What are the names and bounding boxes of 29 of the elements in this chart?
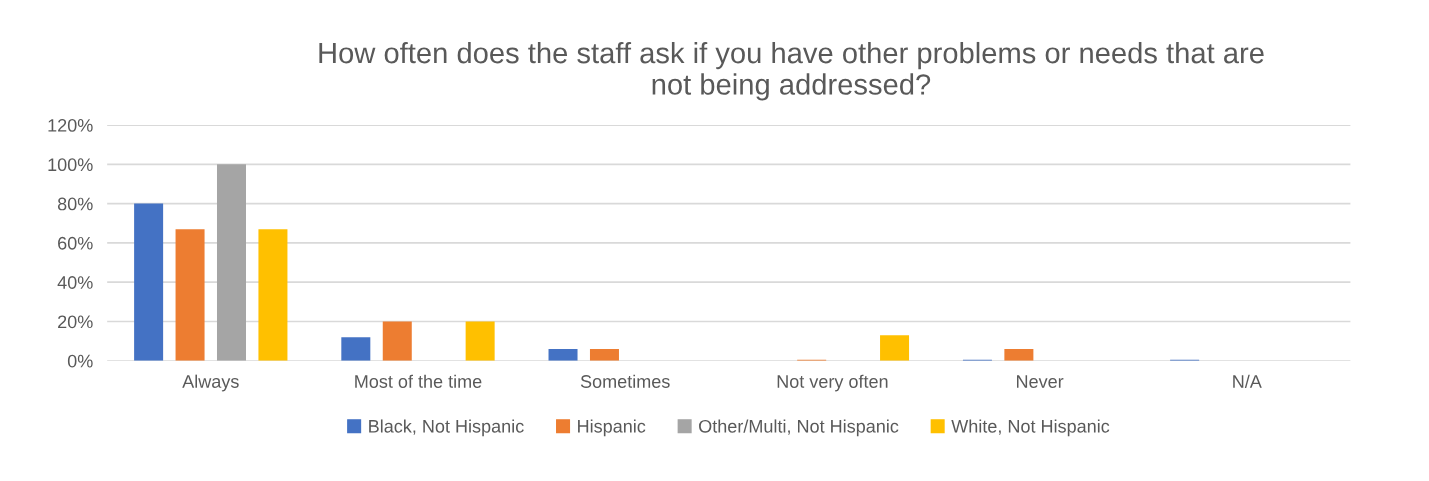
y-tick-label: 80%	[57, 197, 93, 211]
bar	[548, 348, 578, 361]
x-tick-label: N/A	[1233, 374, 1262, 388]
x-tick-label: Not very often	[777, 374, 888, 392]
bar	[1004, 348, 1034, 361]
y-tick-label: 20%	[58, 315, 93, 329]
chart-title: How often does the staff ask if you have other problems or needs that are not being addressed?	[319, 41, 1264, 101]
y-tick-label: 60%	[58, 236, 93, 250]
x-tick-label: Never	[1017, 375, 1064, 388]
bar	[134, 203, 164, 361]
y-tick-label: 0%	[67, 354, 93, 368]
legend-label: Hispanic	[578, 419, 646, 437]
bar	[341, 337, 371, 361]
legend-label: White, Not Hispanic	[951, 419, 1110, 437]
bar	[258, 229, 288, 361]
legend-label: Black, Not Hispanic	[369, 419, 524, 437]
bar	[880, 335, 910, 361]
x-tick-label: Always	[182, 374, 239, 392]
x-tick-label: Sometimes	[580, 374, 670, 388]
y-tick-label: 100%	[48, 158, 93, 172]
bar	[216, 164, 246, 361]
bar	[589, 348, 619, 361]
y-tick-label: 120%	[48, 118, 93, 132]
bar	[382, 321, 412, 361]
x-tick-label: Most of the time	[355, 374, 482, 388]
legend-label: Other/Multi, Not Hispanic	[699, 419, 899, 437]
bar	[465, 321, 495, 361]
y-tick-label: 40%	[57, 276, 93, 289]
bar	[175, 229, 205, 361]
